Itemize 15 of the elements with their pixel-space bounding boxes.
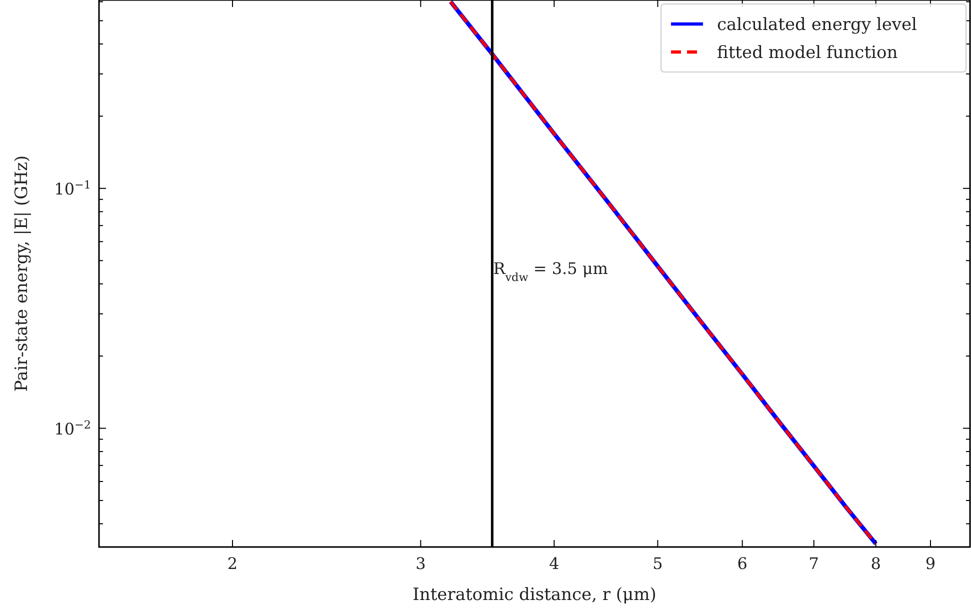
x-tick-label: 9 bbox=[925, 554, 936, 573]
legend-label: fitted model function bbox=[717, 43, 898, 63]
legend-label: calculated energy level bbox=[717, 15, 917, 35]
x-tick-label: 2 bbox=[227, 554, 238, 573]
x-tick-label: 8 bbox=[870, 554, 881, 573]
x-tick-label: 5 bbox=[652, 554, 663, 573]
x-tick-label: 6 bbox=[737, 554, 748, 573]
y-tick-label: 10$^{−2}$ bbox=[54, 418, 91, 438]
x-tick-label: 3 bbox=[416, 554, 426, 573]
ref-line-label: R$_{vdw}$ = 3.5 μm bbox=[493, 259, 608, 284]
x-axis-title: Interatomic distance, r (μm) bbox=[412, 585, 656, 605]
x-tick-label: 4 bbox=[549, 554, 560, 573]
y-tick-label: 10$^{−1}$ bbox=[54, 178, 91, 198]
y-axis-title: Pair-state energy, |E| (GHz) bbox=[12, 155, 32, 392]
x-tick-label: 7 bbox=[808, 554, 819, 573]
